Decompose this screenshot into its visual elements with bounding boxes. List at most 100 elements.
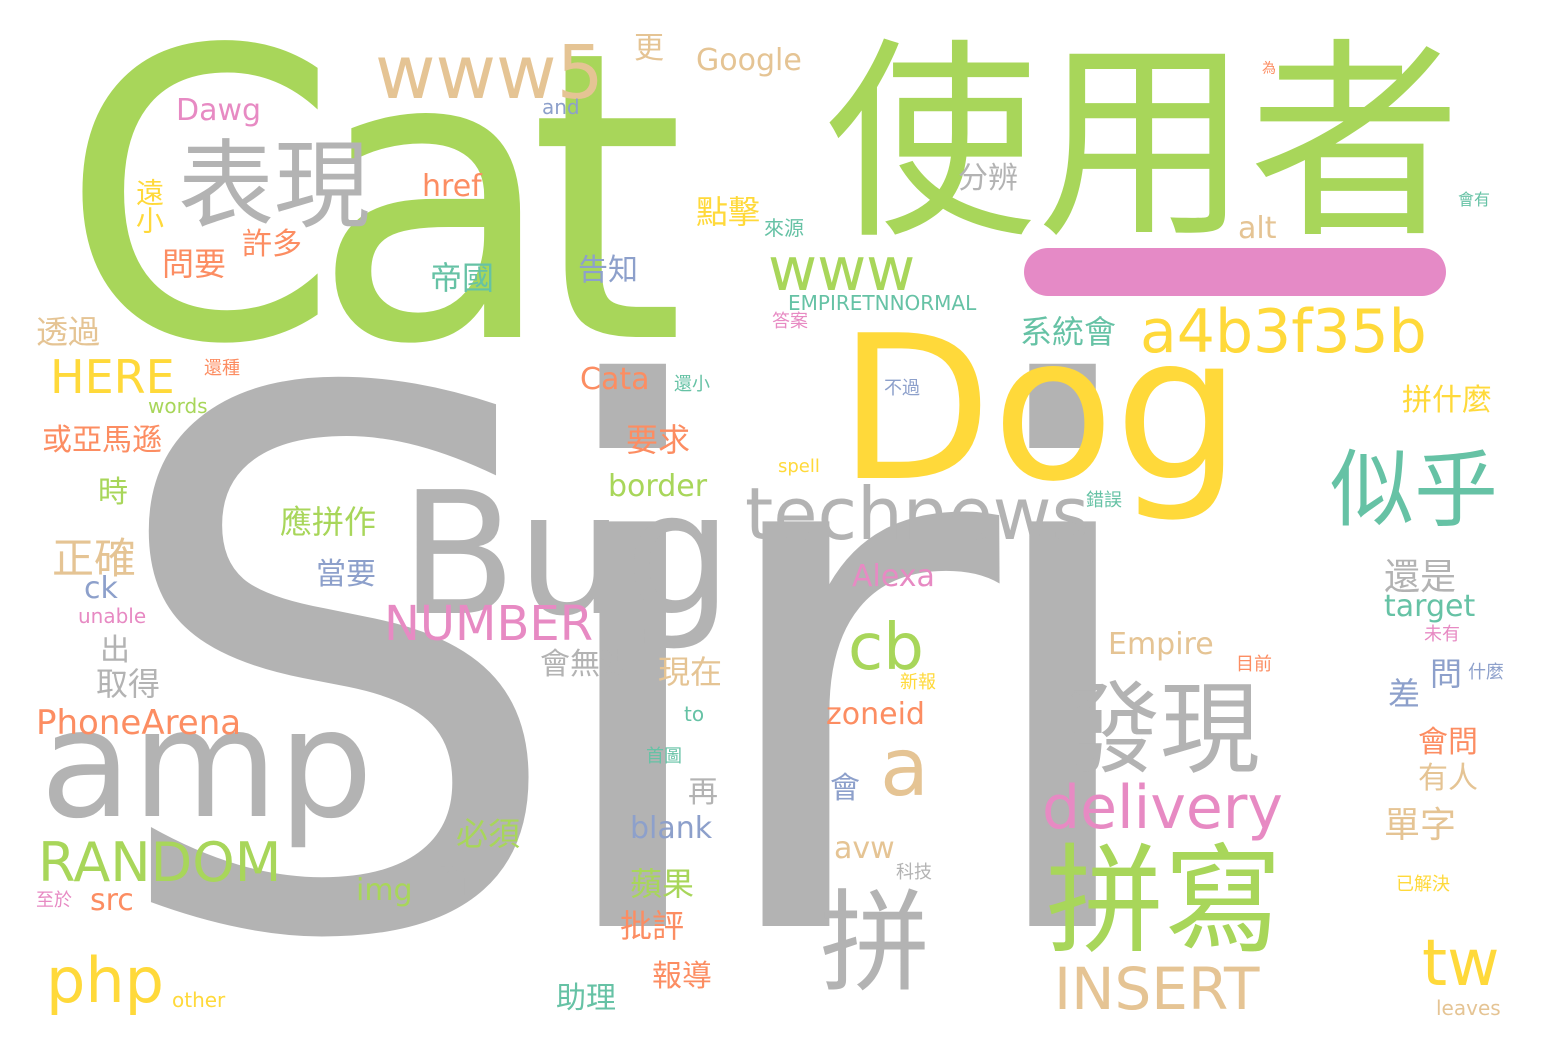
word-here: HERE xyxy=(50,350,175,404)
word-still-kind: 還種 xyxy=(204,358,240,379)
word-empiretnnormal: EMPIRETNNORMAL xyxy=(788,291,977,315)
word-spell: 拼 xyxy=(820,879,930,1007)
word-when: 當要 xyxy=(316,557,376,592)
word-dog: Dog xyxy=(838,293,1242,526)
word-system-will: 系統會 xyxy=(1020,313,1117,351)
word-empire-en: Empire xyxy=(1108,627,1214,662)
word-random: RANDOM xyxy=(38,831,282,894)
word-discover: 發現 xyxy=(1060,671,1260,788)
word-inform: 告知 xyxy=(578,253,638,288)
word-ck: ck xyxy=(84,571,118,606)
word-spell-what: 拼什麼 xyxy=(1402,383,1492,418)
word-other: other xyxy=(172,988,226,1012)
word-zoneid: zoneid xyxy=(826,697,925,732)
word-correct: 正確 xyxy=(52,534,137,583)
word-answer: 答案 xyxy=(772,311,808,332)
word-avw: avw xyxy=(834,831,895,866)
word-tech: 科技 xyxy=(896,862,932,883)
word-seems: 似乎 xyxy=(1330,441,1499,539)
word-php: php xyxy=(46,944,165,1017)
word-spelling: 拼寫 xyxy=(1046,832,1283,970)
word-first-image: 首圖 xyxy=(646,746,682,767)
word-cata: Cata xyxy=(580,362,650,397)
word-leaves: leaves xyxy=(1436,996,1501,1020)
word-performance: 表現 xyxy=(178,130,370,242)
word-more: 更 xyxy=(634,31,664,66)
word-phonearena: PhoneArena xyxy=(36,703,242,743)
word-cannot: 會無法 xyxy=(540,647,630,682)
word-n: n xyxy=(436,848,469,908)
word-will-have: 會有 xyxy=(1458,190,1491,209)
word-obtain: 取得 xyxy=(96,665,161,703)
word-will: 會 xyxy=(830,771,860,806)
word-resolved: 已解決 xyxy=(1396,874,1450,895)
word-now: 現在 xyxy=(658,653,723,691)
word-distinguish: 分辨 xyxy=(958,161,1018,196)
word-unable: unable xyxy=(78,604,147,628)
word-new-report: 新報 xyxy=(900,672,936,693)
word-what: 什麼 xyxy=(1468,662,1504,683)
word-many: 許多 xyxy=(242,227,302,262)
word-diff: 差 xyxy=(1388,675,1421,713)
word-or-amazon: 或亞馬遜 xyxy=(42,423,162,458)
word-users: 使用者 xyxy=(825,20,1461,267)
word-as-for: 至於 xyxy=(36,890,72,911)
word-however: 不過 xyxy=(884,378,920,399)
word-amp: amp xyxy=(40,678,374,852)
word-spell-en: spell xyxy=(778,456,820,477)
word-still-small: 還小 xyxy=(674,374,710,395)
word-far-smaller: 遠小 xyxy=(132,178,165,234)
word-apple: 蘋果 xyxy=(630,865,695,903)
word-time: 時 xyxy=(98,475,128,510)
word-should-spell: 應拼作 xyxy=(280,503,377,541)
word-must: 必須 xyxy=(456,815,521,853)
word-cat: Cat xyxy=(60,0,685,432)
word-blank: blank xyxy=(630,811,713,846)
word-through: 透過 xyxy=(36,313,101,351)
word-word: 單字 xyxy=(1384,805,1457,846)
word-a: a xyxy=(880,721,930,814)
word-source: 來源 xyxy=(764,216,804,240)
word-and: and xyxy=(542,95,580,119)
word-alt: alt xyxy=(1238,211,1277,246)
word-empire-zh: 帝國 xyxy=(430,259,495,297)
word-assistant: 助理 xyxy=(556,981,616,1016)
word-dawg: Dawg xyxy=(176,93,262,128)
word-href: href xyxy=(422,169,482,204)
word-click: 點擊 xyxy=(696,193,761,231)
word-border: border xyxy=(608,469,708,504)
word-to: to xyxy=(684,702,705,726)
word-www5: www5 xyxy=(375,30,604,116)
word-technews: technews xyxy=(745,472,1090,556)
pink-bar xyxy=(1024,248,1446,296)
word-cb: cb xyxy=(848,611,924,685)
word-www: www xyxy=(768,235,916,305)
word-number: NUMBER xyxy=(384,596,594,652)
word-tw: tw xyxy=(1422,927,1500,1001)
word-img: img xyxy=(356,873,413,908)
word-for: 為 xyxy=(1262,61,1276,77)
word-currently: 目前 xyxy=(1236,654,1272,675)
word-bug: Bug xyxy=(400,456,733,654)
word-still-is: 還是 xyxy=(1384,557,1457,598)
word-ask-short: 問 xyxy=(1430,655,1463,693)
word-not-have: 未有 xyxy=(1424,624,1460,645)
word-will-ask: 會問 xyxy=(1418,725,1478,760)
word-alexa: Alexa xyxy=(852,559,935,594)
word-google: Google xyxy=(696,43,802,78)
word-src: src xyxy=(90,883,134,918)
word-request: 要求 xyxy=(626,421,691,459)
word-again: 再 xyxy=(688,775,718,810)
word-ask: 問要 xyxy=(162,245,227,283)
word-out: 出 xyxy=(100,633,130,668)
word-delivery: delivery xyxy=(1042,773,1283,843)
word-error: 錯誤 xyxy=(1086,490,1122,511)
word-target: target xyxy=(1384,589,1476,624)
word-someone: 有人 xyxy=(1418,761,1478,796)
word-report: 報導 xyxy=(652,959,712,994)
word-siri: Siri xyxy=(100,239,1165,1052)
word-criticize: 批評 xyxy=(620,907,685,945)
word-words: words xyxy=(148,394,208,418)
word-insert: INSERT xyxy=(1054,955,1260,1023)
